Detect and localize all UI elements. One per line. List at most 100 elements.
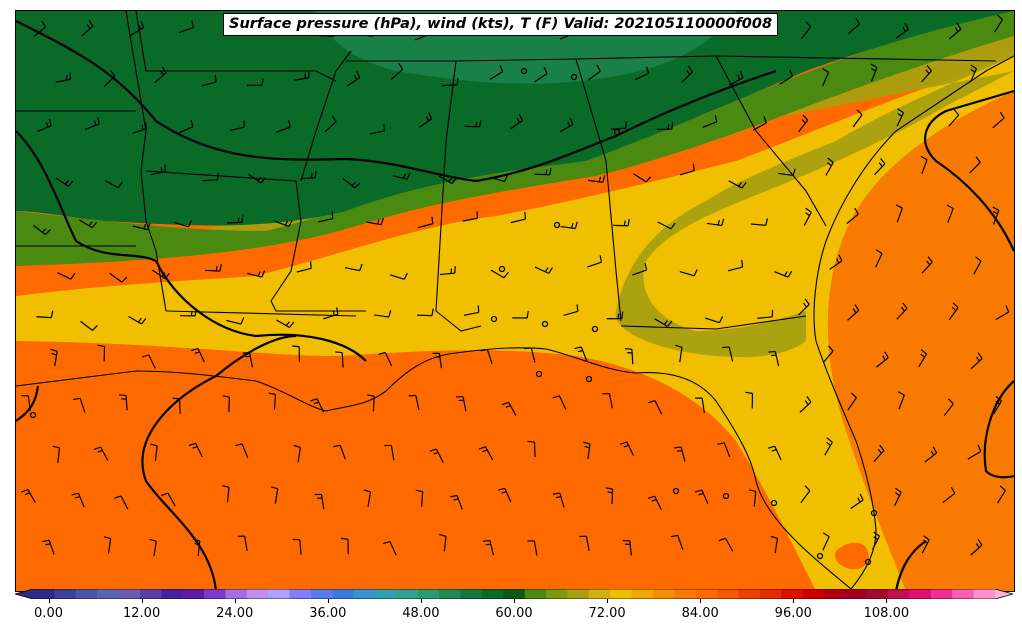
wind-barb [324, 115, 337, 133]
temp-band-near-gulf [16, 311, 816, 591]
colorbar-segment [823, 589, 846, 599]
wind-barb [752, 116, 767, 131]
wind-barb [161, 492, 176, 507]
colorbar-segment [33, 589, 55, 599]
wind-barb [104, 180, 123, 189]
wind-barb [822, 532, 830, 551]
wind-barb [942, 487, 956, 503]
wind-barb [920, 155, 928, 174]
wind-barb [450, 494, 463, 510]
colorbar-segment [909, 589, 932, 599]
wind-barb [178, 119, 194, 134]
colorbar-segment [97, 589, 120, 599]
wind-barb [728, 180, 747, 189]
wind-barb [921, 256, 933, 274]
wind-barb [768, 350, 780, 367]
wind-barb [583, 441, 591, 460]
colorbar-tick-label: 84.00 [681, 606, 719, 621]
wind-barb [390, 63, 404, 80]
wind-barb [799, 396, 812, 413]
wind-barb [109, 272, 128, 283]
colorbar-segment [567, 589, 590, 599]
wind-barb [871, 531, 880, 550]
wind-barb [510, 212, 527, 224]
wind-barb [415, 489, 424, 507]
wind-barb [317, 211, 334, 223]
wind-barb [37, 118, 52, 132]
colorbar-tick-label: 48.00 [402, 606, 440, 621]
wind-barb [587, 64, 601, 81]
wind-barb [718, 537, 734, 552]
wind-barb [527, 540, 538, 556]
wind-barb [42, 539, 55, 555]
wind-barb [33, 224, 51, 236]
wind-barb [757, 309, 774, 319]
wind-barb [897, 391, 905, 410]
wind-barb [527, 440, 536, 458]
wind-barb [895, 204, 903, 223]
wind-barb [560, 221, 578, 230]
temp-band-lake [834, 542, 869, 570]
wind-barb [706, 218, 725, 227]
wind-barb [366, 217, 384, 226]
colorbar-segment [588, 589, 611, 599]
wind-barb [418, 216, 434, 229]
colorbar-tick-label: 0.00 [34, 606, 63, 621]
wind-barb [314, 493, 325, 510]
wind-barb [647, 495, 662, 510]
wind-barb [188, 442, 203, 458]
wind-barb [21, 489, 36, 503]
colorbar-segment [139, 589, 162, 599]
colorbar-segment [54, 589, 77, 599]
colorbar-segment [674, 589, 697, 599]
wind-barb [342, 178, 361, 189]
wind-barb [949, 22, 962, 40]
state-borders [16, 11, 997, 332]
colorbar-tick [886, 599, 888, 603]
wind-barb [798, 298, 810, 316]
wind-barb [438, 175, 457, 185]
wind-barb [896, 302, 908, 320]
wind-barb [632, 263, 648, 276]
wind-barb [204, 264, 222, 272]
wind-barb [679, 269, 698, 277]
wind-barb [574, 346, 588, 362]
wind-barb [717, 442, 731, 458]
wind-barb [918, 349, 928, 368]
wind-barb [201, 74, 217, 87]
wind-barb [227, 215, 244, 224]
wind-barb [268, 392, 277, 410]
wind-barb [462, 211, 478, 222]
colorbar-tick-label: 60.00 [495, 606, 533, 621]
colorbar-segment [460, 589, 483, 599]
wind-barb [579, 535, 590, 552]
wind-barb [300, 170, 317, 180]
wind-barb [803, 207, 812, 226]
wind-barb [970, 352, 983, 370]
wind-barb [674, 446, 686, 462]
wind-barb [103, 70, 116, 88]
wind-barb [222, 395, 230, 413]
wind-barb [534, 266, 554, 274]
colorbar-segment [973, 589, 996, 599]
colorbar-segment [503, 589, 526, 599]
wind-barb [801, 21, 812, 40]
wind-barb [392, 172, 411, 180]
wind-barb [114, 495, 129, 510]
temp-band-olive [16, 36, 1014, 358]
wind-barb [179, 20, 194, 34]
wind-barb [825, 157, 834, 176]
wind-barb [670, 534, 684, 550]
wind-barb [970, 538, 983, 556]
temp-band-dark-green [16, 11, 1014, 226]
wind-barb [490, 174, 509, 183]
colorbar-segment [118, 589, 141, 599]
colorbar-tick [234, 599, 236, 603]
wind-barb [552, 492, 565, 508]
colorbar-segment [781, 589, 804, 599]
wind-barb [73, 397, 86, 413]
wind-barb [202, 172, 219, 182]
wind-barb [172, 397, 181, 414]
wind-barb [33, 20, 47, 37]
wind-barb [152, 269, 170, 280]
